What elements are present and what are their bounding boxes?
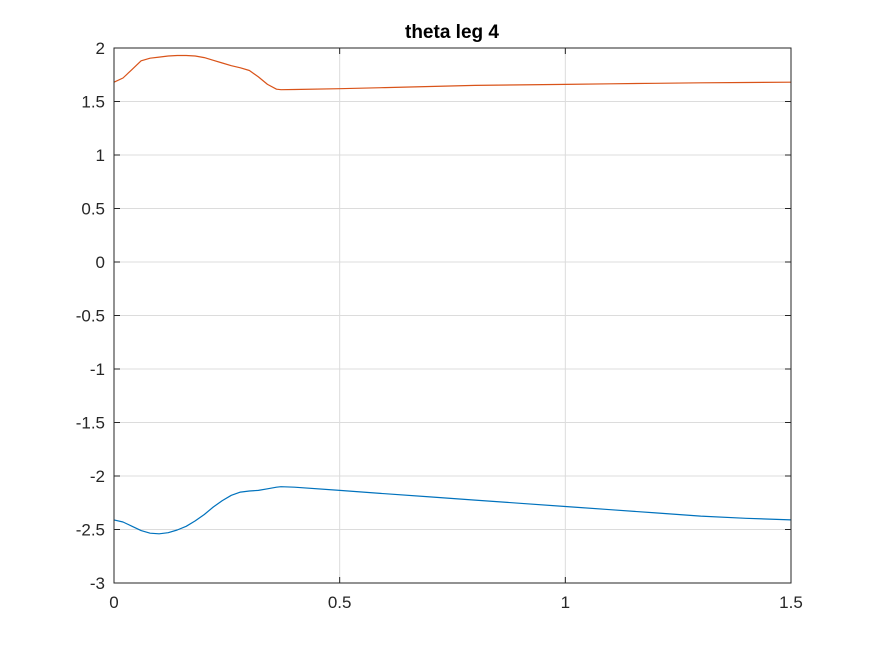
y-tick-label: -1 [90, 360, 105, 379]
y-tick-label: -0.5 [76, 307, 105, 326]
x-tick-label: 0 [109, 593, 118, 612]
y-tick-label: 0.5 [81, 200, 105, 219]
y-tick-label: 1.5 [81, 93, 105, 112]
y-tick-label: 2 [96, 39, 105, 58]
y-tick-label: 0 [96, 253, 105, 272]
series-line-1 [113, 486, 792, 535]
x-tick-label: 0.5 [328, 593, 352, 612]
y-tick-label: -3 [90, 574, 105, 593]
y-tick-label: 1 [96, 146, 105, 165]
y-tick-label: -2 [90, 467, 105, 486]
data-series [113, 54, 792, 535]
y-tick-label: -2.5 [76, 521, 105, 540]
series-line-2 [113, 54, 792, 91]
y-tick-label: -1.5 [76, 414, 105, 433]
x-tick-label: 1.5 [779, 593, 803, 612]
axis-ticks: 0 0.5 1 1.5 2 1.5 1 0.5 0 -0.5 -1 -1.5 -2 -2.5 -3 [76, 39, 803, 612]
x-tick-label: 1 [561, 593, 570, 612]
chart-title: theta leg 4 [405, 22, 499, 43]
